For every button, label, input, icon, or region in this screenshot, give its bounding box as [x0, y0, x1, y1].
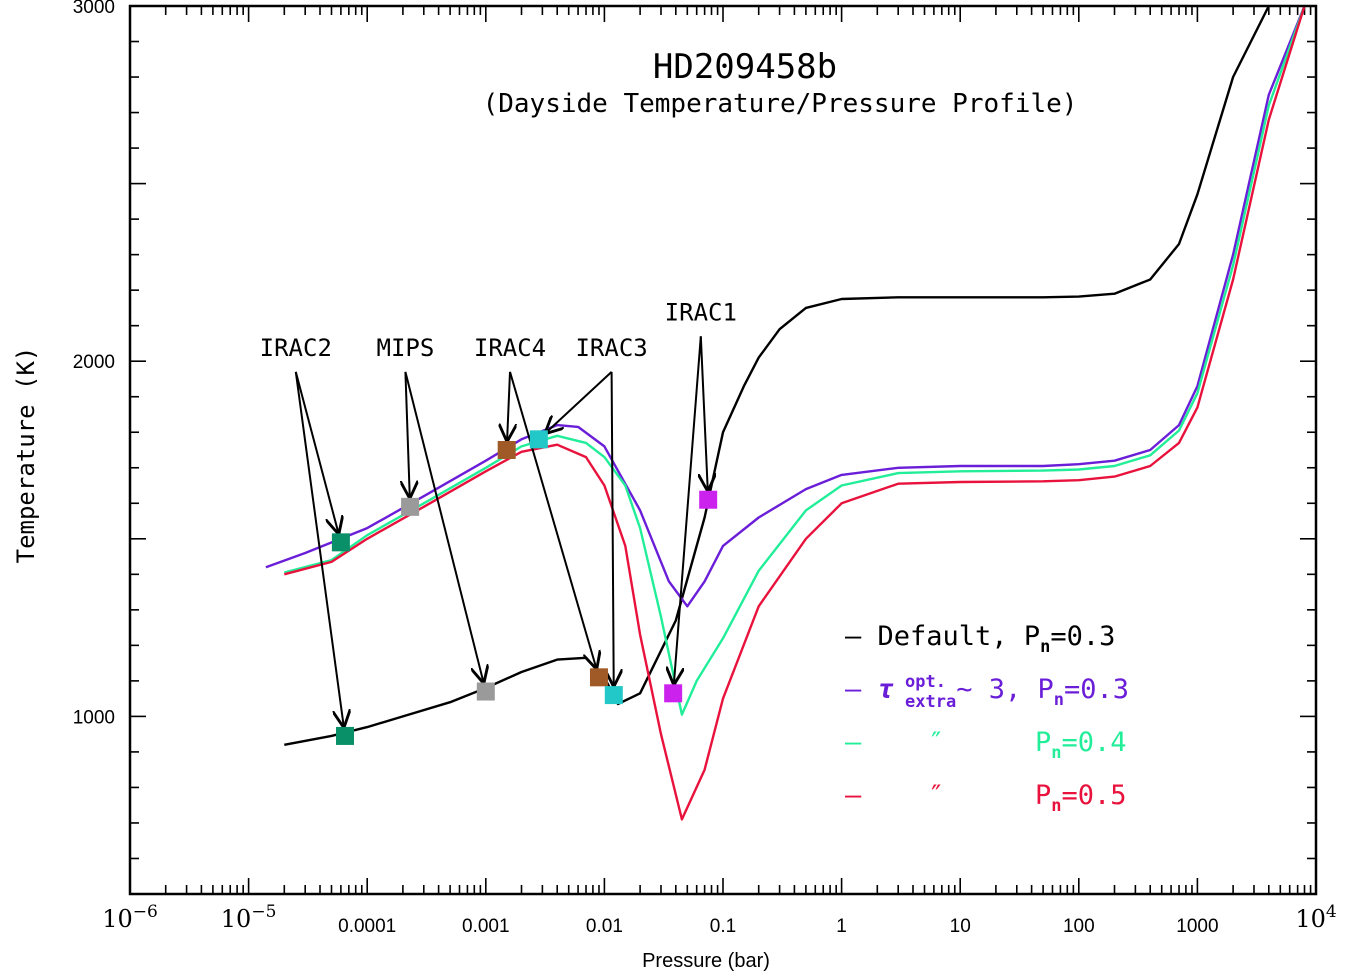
annotation-arrow	[507, 371, 510, 440]
band-markers	[331, 430, 718, 745]
axis-ticks	[129, 5, 1316, 895]
annotation-labels: IRAC2 MIPS IRAC4 IRAC3 IRAC1	[260, 298, 737, 362]
x-tick-label: 1000	[1176, 916, 1218, 937]
annotation-label-irac3: IRAC3	[575, 334, 647, 362]
annotation-arrow	[294, 371, 344, 726]
x-tick-label: 10	[950, 916, 971, 937]
annotation-arrow	[294, 371, 339, 533]
band-marker-irac1	[664, 684, 683, 703]
band-marker-irac4	[497, 441, 516, 459]
legend-entry-3: – ″ Pn=0.5	[845, 780, 1127, 816]
x-axis-title: Pressure (bar)	[642, 950, 770, 972]
x-tick-label: 10−5	[221, 902, 277, 933]
legend: – Default, Pn=0.3 – τ opt. extra~ 3, Pn=0.3…	[845, 621, 1129, 816]
band-marker-mips	[476, 682, 495, 701]
y-axis-title: Temperature (K)	[12, 347, 40, 564]
x-tick-label: 0.0001	[338, 916, 396, 937]
band-marker-irac2	[336, 726, 355, 745]
annotation-label-mips: MIPS	[377, 334, 435, 362]
y-tick-label: 1000	[73, 707, 115, 728]
y-tick-labels: 1000 2000 3000	[73, 0, 115, 728]
y-tick-label: 3000	[73, 0, 115, 18]
legend-entry-0: – Default, Pn=0.3	[845, 621, 1115, 657]
annotation-label-irac2: IRAC2	[260, 334, 332, 362]
legend-entry-2: – ″ Pn=0.4	[845, 727, 1127, 763]
series-line-3	[283, 6, 1306, 821]
x-tick-label: 1	[836, 916, 847, 937]
band-marker-irac3	[529, 430, 548, 449]
band-marker-irac4	[589, 668, 608, 687]
annotation-arrow	[404, 371, 483, 682]
x-tick-label: 0.01	[586, 916, 623, 937]
annotation-arrow	[701, 336, 708, 489]
band-marker-mips	[401, 497, 420, 516]
x-tick-label: 104	[1295, 902, 1336, 933]
annotation-arrows	[294, 336, 708, 726]
x-tick-label: 10−6	[102, 902, 158, 933]
plot-frame	[128, 4, 1318, 896]
annotation-label-irac1: IRAC1	[665, 298, 737, 326]
annotation-label-irac4: IRAC4	[474, 334, 546, 362]
band-marker-irac2	[331, 533, 350, 552]
annotation-arrow	[405, 371, 409, 497]
chart-subtitle: (Dayside Temperature/Pressure Profile)	[483, 89, 1078, 119]
legend-entry-1: – τ opt. extra~ 3, Pn=0.3	[845, 672, 1129, 712]
chart-title: HD209458b	[653, 47, 837, 87]
y-tick-label: 2000	[73, 352, 115, 373]
annotation-arrow	[612, 371, 614, 685]
x-tick-label: 0.001	[462, 916, 510, 937]
annotation-arrow	[509, 371, 596, 668]
band-marker-irac1	[699, 490, 718, 509]
x-tick-label: 0.1	[710, 916, 736, 937]
profile-curves	[265, 6, 1306, 821]
x-tick-labels: 10−6 10−5 0.0001 0.001 0.01 0.1 1 10 100 1000 104	[102, 902, 1336, 937]
x-tick-label: 100	[1063, 916, 1095, 937]
band-marker-irac3	[604, 686, 623, 705]
annotation-arrow	[674, 336, 702, 683]
annotation-arrow	[546, 371, 613, 433]
